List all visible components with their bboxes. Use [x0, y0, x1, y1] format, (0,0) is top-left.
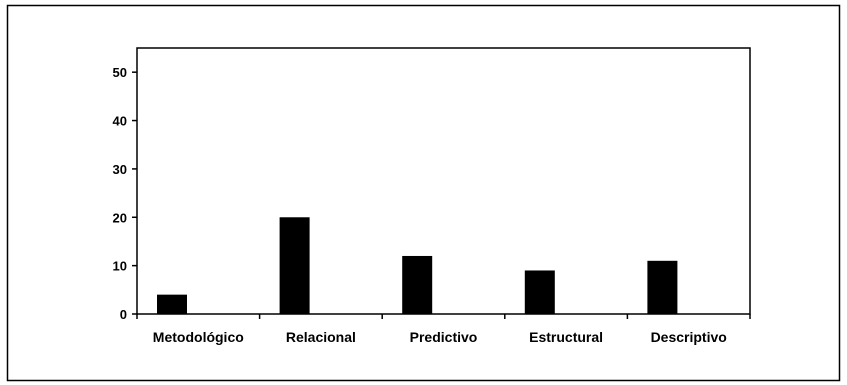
bar-series: [157, 217, 678, 314]
y-tick-label: 50: [113, 65, 127, 80]
bar: [157, 294, 187, 314]
y-tick-label: 0: [120, 307, 127, 322]
x-tick-label: Estructural: [529, 329, 603, 345]
y-tick-label: 10: [113, 259, 127, 274]
x-tick-label: Metodológico: [153, 329, 244, 345]
x-tick-label: Predictivo: [410, 329, 478, 345]
x-tick-label: Descriptivo: [651, 329, 727, 345]
x-axis: Metodológico Relacional Predictivo Estructu…: [136, 314, 751, 345]
bar: [647, 260, 678, 314]
bar: [524, 270, 555, 314]
bar: [402, 255, 433, 314]
y-tick-label: 30: [113, 162, 127, 177]
y-tick-label: 20: [113, 210, 127, 225]
x-tick-label: Relacional: [286, 329, 356, 345]
y-axis: 0 10 20 30 40 50: [113, 65, 137, 322]
y-tick-label: 40: [113, 114, 127, 129]
bar: [279, 217, 310, 314]
